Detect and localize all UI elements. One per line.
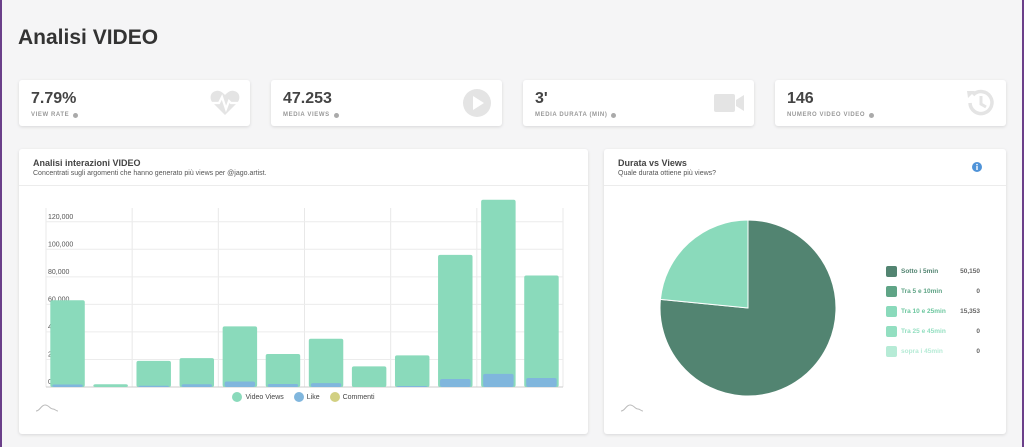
kpi-value: 3'	[535, 90, 548, 107]
kpi-card-media-views: 47.253 MEDIA VIEWS	[271, 80, 502, 126]
legend-label: Video Views	[245, 393, 284, 401]
play-circle-icon	[463, 89, 491, 117]
sparkline-icon	[35, 404, 59, 412]
kpi-card-media-durata: 3' MEDIA DURATA (MIN)	[523, 80, 754, 126]
page-title: Analisi VIDEO	[18, 26, 159, 49]
pie-legend-label: Sotto i 5min	[901, 267, 939, 275]
heartbeat-icon	[210, 90, 240, 115]
legend-swatch	[293, 392, 304, 402]
legend-swatch	[886, 265, 897, 277]
legend-swatch	[886, 285, 897, 297]
legend-item-video-views[interactable]: Video Views	[232, 392, 284, 402]
info-icon[interactable]	[869, 112, 875, 118]
info-icon[interactable]	[611, 112, 617, 118]
pie-legend-value: 50,150	[960, 267, 980, 275]
card-title: Analisi interazioni VIDEO	[33, 158, 141, 168]
legend-label: Like	[306, 393, 320, 401]
legend-swatch	[886, 305, 897, 317]
kpi-label-text: MEDIA DURATA (MIN)	[535, 112, 608, 118]
pie-legend: Sotto i 5min 50,150 Tra 5 e 10min 0 Tra …	[886, 261, 986, 361]
pie-legend-label: sopra i 45min	[901, 347, 943, 355]
kpi-label: NUMERO VIDEO VIDEO	[787, 112, 875, 118]
kpi-label: MEDIA VIEWS	[283, 112, 339, 118]
pie-legend-value: 15,353	[960, 307, 980, 315]
kpi-label-text: MEDIA VIEWS	[283, 112, 330, 118]
window-border-right	[1022, 0, 1024, 447]
sparkline-icon	[620, 404, 644, 412]
pie-legend-item[interactable]: Tra 10 e 25min 15,353	[886, 301, 986, 321]
info-icon[interactable]	[73, 112, 79, 118]
legend-swatch	[232, 392, 243, 402]
card-divider	[19, 185, 588, 186]
legend-label: Commenti	[342, 393, 375, 401]
legend-swatch	[886, 325, 897, 337]
pie-legend-item[interactable]: Tra 25 e 45min 0	[886, 321, 986, 341]
window-border-left	[0, 0, 2, 447]
kpi-label: MEDIA DURATA (MIN)	[535, 112, 617, 118]
kpi-value: 146	[787, 90, 814, 107]
info-icon[interactable]	[333, 112, 339, 118]
card-subtitle: Concentrati sugli argomenti che hanno ge…	[33, 170, 267, 177]
pie-legend-value: 0	[976, 327, 980, 335]
legend-swatch	[886, 345, 897, 357]
pie-legend-label: Tra 25 e 45min	[901, 327, 946, 335]
pie-legend-item[interactable]: sopra i 45min 0	[886, 341, 986, 361]
pie-legend-item[interactable]: Tra 5 e 10min 0	[886, 281, 986, 301]
info-icon[interactable]	[972, 162, 982, 172]
history-icon	[967, 89, 994, 116]
pie-legend-label: Tra 10 e 25min	[901, 307, 946, 315]
kpi-card-view-rate: 7.79% VIEW RATE	[19, 80, 250, 126]
card-subtitle: Quale durata ottiene più views?	[618, 170, 717, 177]
card-title: Durata vs Views	[618, 158, 687, 168]
kpi-value: 47.253	[283, 90, 332, 107]
kpi-label: VIEW RATE	[31, 112, 79, 118]
kpi-label-text: VIEW RATE	[31, 112, 70, 118]
bar-chart-legend: Video Views Like Commenti	[19, 392, 588, 402]
pie-legend-value: 0	[976, 347, 980, 355]
kpi-card-numero-video: 146 NUMERO VIDEO VIDEO	[775, 80, 1006, 126]
legend-item-like[interactable]: Like	[293, 392, 320, 402]
kpi-value: 7.79%	[31, 90, 77, 107]
card-divider	[604, 185, 1006, 186]
legend-swatch	[329, 392, 340, 402]
pie-legend-item[interactable]: Sotto i 5min 50,150	[886, 261, 986, 281]
legend-item-commenti[interactable]: Commenti	[329, 392, 375, 402]
video-camera-icon	[714, 94, 744, 112]
kpi-label-text: NUMERO VIDEO VIDEO	[787, 112, 866, 118]
pie-legend-label: Tra 5 e 10min	[901, 287, 943, 295]
pie-legend-value: 0	[976, 287, 980, 295]
